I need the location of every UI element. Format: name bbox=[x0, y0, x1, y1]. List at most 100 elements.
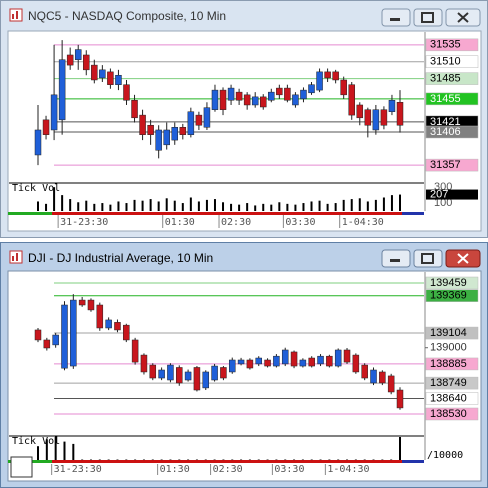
volume-bar bbox=[125, 203, 128, 211]
candle-body bbox=[264, 359, 271, 367]
candle-body bbox=[184, 371, 192, 381]
volume-bar bbox=[240, 459, 243, 461]
window-icon bbox=[16, 11, 18, 19]
volume-bar bbox=[37, 201, 39, 211]
candle-body bbox=[211, 365, 218, 381]
candle-body bbox=[220, 367, 227, 379]
level-label-bg bbox=[425, 55, 479, 68]
volume-bar bbox=[238, 204, 241, 211]
volume-bar bbox=[98, 459, 101, 461]
level-label-bg bbox=[425, 407, 479, 421]
minimize-icon bbox=[390, 18, 400, 21]
candle-body bbox=[308, 84, 315, 94]
candle-body bbox=[396, 102, 404, 126]
volume-bar bbox=[45, 439, 48, 460]
volume-bar bbox=[213, 459, 216, 461]
volume-bar bbox=[204, 459, 207, 461]
candle-body bbox=[317, 355, 324, 365]
candle-body bbox=[34, 129, 42, 156]
candle-body bbox=[147, 124, 154, 135]
level-label-bg bbox=[425, 357, 479, 371]
volume-bar bbox=[342, 199, 345, 211]
volume-bar bbox=[125, 459, 128, 461]
candle-body bbox=[195, 114, 203, 126]
candle-body bbox=[193, 367, 201, 391]
level-label: 31510 bbox=[430, 56, 461, 68]
volume-bar bbox=[354, 459, 357, 461]
volume-bar bbox=[195, 459, 198, 461]
candle-body bbox=[34, 329, 42, 341]
volume-bar bbox=[326, 203, 329, 211]
volume-bar bbox=[181, 203, 184, 211]
volume-tick-label: 100 bbox=[434, 197, 452, 209]
maximize-icon bbox=[421, 253, 434, 264]
candle-body bbox=[380, 109, 388, 126]
volume-bar bbox=[374, 199, 377, 211]
level-label: 139459 bbox=[430, 277, 467, 289]
candle-body bbox=[83, 54, 90, 71]
volume-bar bbox=[293, 459, 296, 461]
level-label-bg bbox=[425, 72, 479, 85]
candle-body bbox=[114, 322, 121, 331]
volume-bar bbox=[382, 197, 385, 211]
level-label: 138640 bbox=[430, 392, 467, 404]
volume-bar bbox=[165, 198, 168, 211]
candle-body bbox=[179, 127, 187, 135]
maximize-button[interactable] bbox=[413, 249, 443, 268]
volume-bar bbox=[69, 199, 72, 211]
volume-bar bbox=[284, 459, 287, 461]
candle-body bbox=[387, 375, 395, 393]
level-label: 31535 bbox=[430, 39, 461, 51]
volume-bar bbox=[257, 459, 260, 461]
candle-body bbox=[42, 119, 50, 135]
volume-bar bbox=[133, 199, 136, 211]
candle-body bbox=[105, 319, 112, 329]
volume-bar bbox=[142, 459, 145, 461]
minimize-button[interactable] bbox=[381, 249, 411, 268]
candle-body bbox=[273, 355, 280, 367]
volume-bar bbox=[399, 437, 401, 460]
volume-bar bbox=[302, 203, 305, 211]
volume-bar bbox=[266, 459, 269, 461]
volume-bar bbox=[328, 459, 331, 461]
candle-body bbox=[290, 351, 298, 367]
x-tick-label: 31-23:30 bbox=[60, 217, 108, 228]
window-icon bbox=[12, 14, 14, 19]
volume-bar bbox=[169, 459, 172, 461]
x-tick-label: 1-04:30 bbox=[327, 464, 369, 475]
volume-bar bbox=[189, 197, 192, 211]
volume-last-label: 207 bbox=[430, 188, 448, 200]
y-tick-label: 139000 bbox=[430, 342, 467, 354]
candle-body bbox=[370, 369, 377, 384]
candle-body bbox=[326, 355, 333, 367]
window-buttons bbox=[381, 8, 481, 27]
candle-body bbox=[202, 371, 210, 389]
x-tick-label: 1-04:30 bbox=[342, 217, 384, 228]
candle-body bbox=[43, 339, 51, 349]
session-strip bbox=[402, 212, 424, 215]
window-buttons bbox=[381, 249, 481, 268]
volume-bar bbox=[173, 200, 176, 211]
volume-bar bbox=[37, 446, 39, 460]
x-tick-label: 01:30 bbox=[165, 217, 195, 228]
volume-bar bbox=[262, 203, 265, 211]
volume-bar bbox=[81, 459, 84, 461]
volume-bar bbox=[63, 441, 66, 460]
candle-body bbox=[155, 129, 162, 151]
candle-body bbox=[87, 299, 95, 311]
level-label: 31406 bbox=[430, 126, 461, 138]
candle-body bbox=[123, 84, 130, 101]
minimize-button[interactable] bbox=[381, 8, 411, 27]
volume-bar bbox=[89, 459, 92, 461]
level-label: 138749 bbox=[430, 377, 467, 389]
candle-body bbox=[211, 89, 219, 110]
maximize-button[interactable] bbox=[413, 8, 443, 27]
volume-bar bbox=[278, 202, 281, 211]
volume-bar bbox=[270, 204, 273, 211]
candle-body bbox=[356, 104, 364, 119]
volume-bar bbox=[275, 459, 278, 461]
volume-bar bbox=[350, 199, 353, 211]
window-client bbox=[7, 30, 482, 232]
